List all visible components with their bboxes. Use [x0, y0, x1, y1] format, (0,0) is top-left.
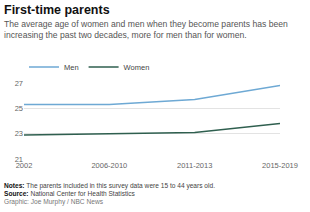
svg-text:Men: Men	[64, 63, 79, 72]
svg-text:21: 21	[15, 155, 23, 164]
svg-text:27: 27	[15, 79, 23, 88]
html-text:First-time parents: First-time parents	[4, 3, 110, 17]
svg-text:2011-2013: 2011-2013	[177, 161, 212, 170]
html-text:The average age of women and m: The average age of women and men when th…	[4, 19, 288, 40]
svg-text:Women: Women	[124, 63, 150, 72]
svg-text:2006-2010: 2006-2010	[91, 161, 127, 170]
html-text:Graphic: Joe Murphy / NBC News: Graphic: Joe Murphy / NBC News	[4, 198, 103, 205]
svg-text:2002: 2002	[16, 161, 33, 170]
svg-text:25: 25	[15, 104, 23, 113]
svg-text:23: 23	[15, 129, 23, 138]
html-text:Source: National Center for He: Source: National Center for Health Stati…	[4, 190, 135, 197]
html-text:Notes: The parents included in: Notes: The parents included in this surv…	[4, 182, 215, 189]
svg-text:2015-2019: 2015-2019	[262, 161, 298, 170]
